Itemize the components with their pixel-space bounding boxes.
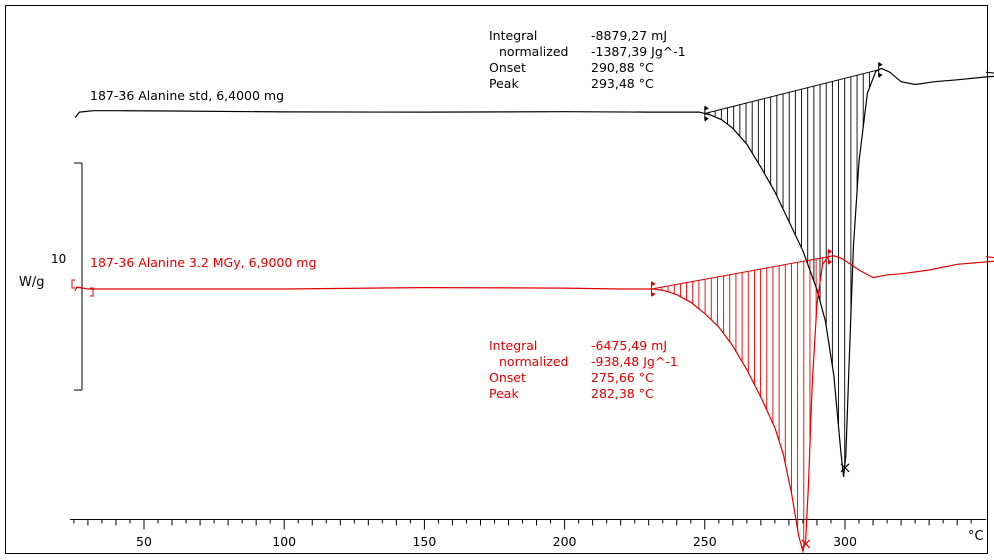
- annotation-std-label-normalized: normalized: [499, 44, 568, 59]
- annotation-std-value-normalized: -1387,39 Jg^-1: [591, 44, 686, 59]
- x-tick-label: 200: [553, 534, 577, 549]
- series-label-irradiated: 187-36 Alanine 3.2 MGy, 6,9000 mg: [90, 255, 316, 270]
- integration-limit-arrow: [651, 281, 656, 286]
- integral-hatch-irradiated: [655, 257, 823, 548]
- annotation-irradiated: Integral normalized Onset Peak -6475,49 …: [489, 338, 678, 401]
- y-axis-label: W/g: [19, 275, 45, 290]
- y-scale-bar: [74, 162, 83, 391]
- integration-markers: [651, 61, 883, 549]
- x-axis-unit-label: °C: [968, 529, 984, 544]
- annotation-irr-label-peak: Peak: [489, 386, 519, 401]
- annotation-std-label-onset: Onset: [489, 60, 526, 75]
- integration-limit-arrow: [878, 72, 883, 78]
- annotation-std-label-integral: Integral: [489, 28, 537, 43]
- integration-limit-arrow: [704, 116, 709, 122]
- x-tick-label: 300: [833, 534, 857, 549]
- integral-hatch-std: [708, 70, 877, 467]
- x-tick-label: 150: [412, 534, 436, 549]
- annotation-std-label-peak: Peak: [489, 76, 519, 91]
- integration-limit-arrow: [878, 61, 883, 67]
- annotation-irr-label-onset: Onset: [489, 370, 526, 385]
- annotation-std: Integral normalized Onset Peak -8879,27 …: [489, 28, 686, 91]
- peak-cross-marker: [840, 463, 850, 473]
- x-axis: 50 100 150 200 250 300: [70, 519, 986, 549]
- chart-border: [5, 5, 988, 554]
- annotation-irr-label-normalized: normalized: [499, 354, 568, 369]
- annotation-irr-value-onset: 275,66 °C: [591, 370, 654, 385]
- annotation-irr-value-integral: -6475,49 mJ: [591, 338, 667, 353]
- annotation-std-value-integral: -8879,27 mJ: [591, 28, 667, 43]
- integration-limit-arrow: [828, 259, 833, 265]
- integration-limit-arrow: [651, 292, 656, 297]
- integration-baseline-irradiated: [651, 256, 829, 290]
- x-tick-label: 100: [272, 534, 296, 549]
- series-line-std: [74, 67, 994, 477]
- annotation-irr-value-peak: 282,38 °C: [591, 386, 654, 401]
- x-tick-label: 50: [136, 534, 152, 549]
- annotation-std-value-onset: 290,88 °C: [591, 60, 654, 75]
- x-tick-label: 250: [693, 534, 717, 549]
- integration-limit-arrow: [828, 248, 833, 254]
- y-scale-label: 10: [51, 252, 66, 266]
- annotation-irr-label-integral: Integral: [489, 338, 537, 353]
- annotation-irr-value-normalized: -938,48 Jg^-1: [591, 354, 678, 369]
- series-label-std: 187-36 Alanine std, 6,4000 mg: [90, 88, 284, 103]
- series-line-irradiated: [74, 255, 994, 554]
- integration-baseline-std: [704, 69, 879, 115]
- annotation-std-value-peak: 293,48 °C: [591, 76, 654, 91]
- start-bracket-irradiated: [71, 279, 94, 297]
- peak-cross-marker: [801, 539, 811, 549]
- integration-limit-arrow: [704, 105, 709, 111]
